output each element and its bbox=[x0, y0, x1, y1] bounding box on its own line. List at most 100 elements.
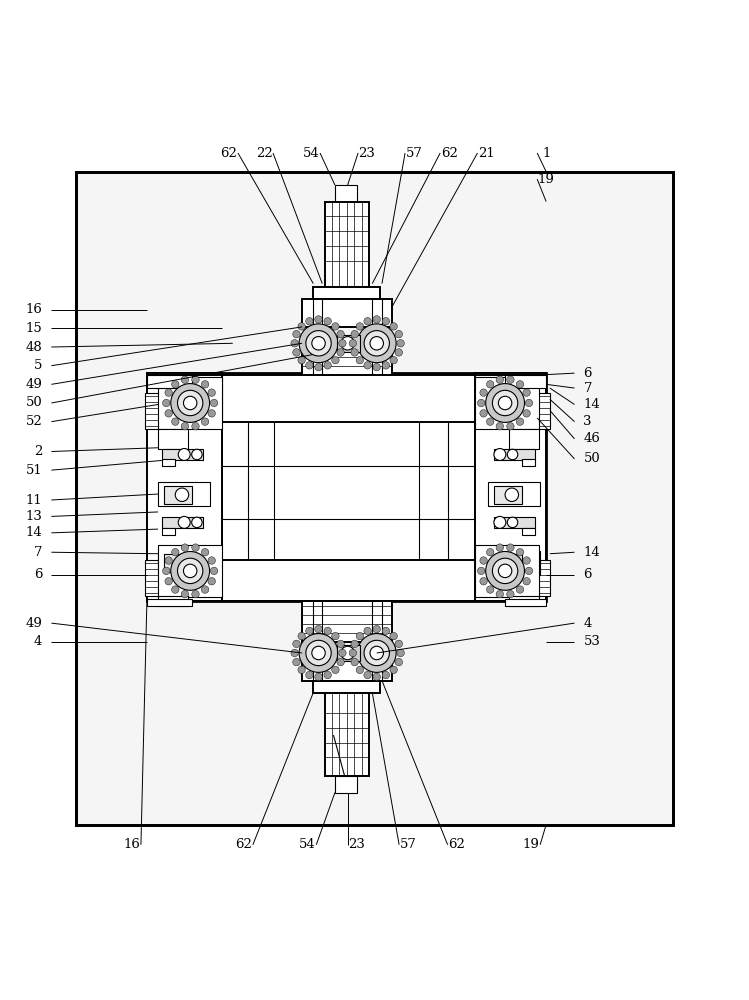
Circle shape bbox=[523, 410, 530, 417]
Circle shape bbox=[523, 389, 530, 396]
Text: 14: 14 bbox=[583, 398, 600, 411]
Bar bbox=[145, 560, 159, 596]
Circle shape bbox=[390, 356, 398, 364]
Circle shape bbox=[201, 548, 209, 556]
Text: 62: 62 bbox=[235, 838, 252, 851]
Bar bbox=[335, 776, 357, 793]
Text: 62: 62 bbox=[440, 147, 458, 160]
Circle shape bbox=[306, 640, 331, 666]
Text: 2: 2 bbox=[34, 445, 43, 458]
Bar bbox=[76, 172, 673, 825]
Circle shape bbox=[485, 384, 524, 422]
Circle shape bbox=[486, 418, 494, 425]
Circle shape bbox=[299, 634, 338, 672]
Circle shape bbox=[208, 410, 216, 417]
Text: 4: 4 bbox=[583, 617, 592, 630]
Circle shape bbox=[351, 330, 359, 338]
Circle shape bbox=[486, 586, 494, 593]
Text: 49: 49 bbox=[25, 617, 43, 630]
Circle shape bbox=[516, 418, 524, 425]
Circle shape bbox=[397, 340, 404, 347]
Circle shape bbox=[349, 649, 357, 657]
Circle shape bbox=[201, 586, 209, 593]
Circle shape bbox=[293, 330, 300, 338]
Text: 19: 19 bbox=[538, 173, 554, 186]
Circle shape bbox=[494, 449, 506, 460]
Bar bbox=[158, 596, 188, 606]
Circle shape bbox=[496, 423, 503, 430]
Text: 3: 3 bbox=[583, 415, 592, 428]
Circle shape bbox=[298, 323, 306, 330]
Circle shape bbox=[492, 390, 518, 416]
Circle shape bbox=[356, 356, 363, 364]
Circle shape bbox=[506, 590, 514, 598]
Bar bbox=[475, 545, 539, 597]
Bar bbox=[337, 645, 360, 661]
Text: 46: 46 bbox=[583, 432, 600, 445]
Circle shape bbox=[172, 381, 179, 388]
Circle shape bbox=[477, 567, 485, 575]
Text: 22: 22 bbox=[255, 147, 273, 160]
Circle shape bbox=[324, 671, 331, 679]
Circle shape bbox=[390, 666, 398, 674]
Circle shape bbox=[201, 418, 209, 425]
Circle shape bbox=[306, 331, 331, 356]
Text: 62: 62 bbox=[448, 838, 465, 851]
Bar bbox=[164, 554, 192, 572]
Circle shape bbox=[507, 517, 518, 528]
Circle shape bbox=[373, 673, 380, 681]
Circle shape bbox=[341, 337, 354, 350]
Text: 48: 48 bbox=[25, 341, 43, 354]
Circle shape bbox=[291, 340, 298, 347]
Text: 57: 57 bbox=[400, 838, 416, 851]
Circle shape bbox=[293, 349, 300, 356]
Circle shape bbox=[486, 548, 494, 556]
Circle shape bbox=[390, 323, 398, 330]
Circle shape bbox=[181, 544, 189, 551]
Bar bbox=[324, 202, 369, 287]
Text: 51: 51 bbox=[25, 464, 43, 477]
Circle shape bbox=[364, 362, 372, 369]
Bar bbox=[313, 287, 380, 299]
Text: 5: 5 bbox=[34, 359, 43, 372]
Circle shape bbox=[364, 671, 372, 679]
Text: 23: 23 bbox=[348, 838, 365, 851]
Bar bbox=[147, 373, 222, 601]
Text: 11: 11 bbox=[25, 493, 43, 506]
Text: 6: 6 bbox=[583, 568, 592, 581]
Bar bbox=[147, 599, 192, 606]
Bar bbox=[158, 482, 210, 506]
Bar bbox=[302, 299, 392, 327]
Circle shape bbox=[306, 627, 313, 635]
Text: 23: 23 bbox=[359, 147, 375, 160]
Circle shape bbox=[485, 551, 524, 590]
Circle shape bbox=[356, 323, 363, 330]
Circle shape bbox=[516, 381, 524, 388]
Circle shape bbox=[364, 318, 372, 325]
Text: 4: 4 bbox=[34, 635, 43, 648]
Bar bbox=[313, 681, 380, 693]
Text: 52: 52 bbox=[25, 415, 43, 428]
Bar bbox=[302, 652, 392, 681]
Circle shape bbox=[332, 356, 339, 364]
Text: 57: 57 bbox=[406, 147, 422, 160]
Bar bbox=[162, 459, 175, 466]
Bar bbox=[521, 459, 535, 466]
Circle shape bbox=[480, 410, 488, 417]
Text: 7: 7 bbox=[583, 382, 592, 395]
Circle shape bbox=[315, 625, 322, 633]
Bar bbox=[145, 393, 159, 429]
Circle shape bbox=[165, 410, 172, 417]
Circle shape bbox=[184, 396, 197, 410]
Circle shape bbox=[494, 516, 506, 528]
Circle shape bbox=[357, 634, 396, 672]
Circle shape bbox=[192, 449, 202, 460]
Circle shape bbox=[293, 640, 300, 648]
Circle shape bbox=[184, 564, 197, 578]
Circle shape bbox=[306, 671, 313, 679]
Circle shape bbox=[332, 666, 339, 674]
Circle shape bbox=[351, 658, 359, 666]
Bar bbox=[302, 342, 392, 375]
Text: 49: 49 bbox=[25, 378, 43, 391]
Circle shape bbox=[192, 590, 199, 598]
